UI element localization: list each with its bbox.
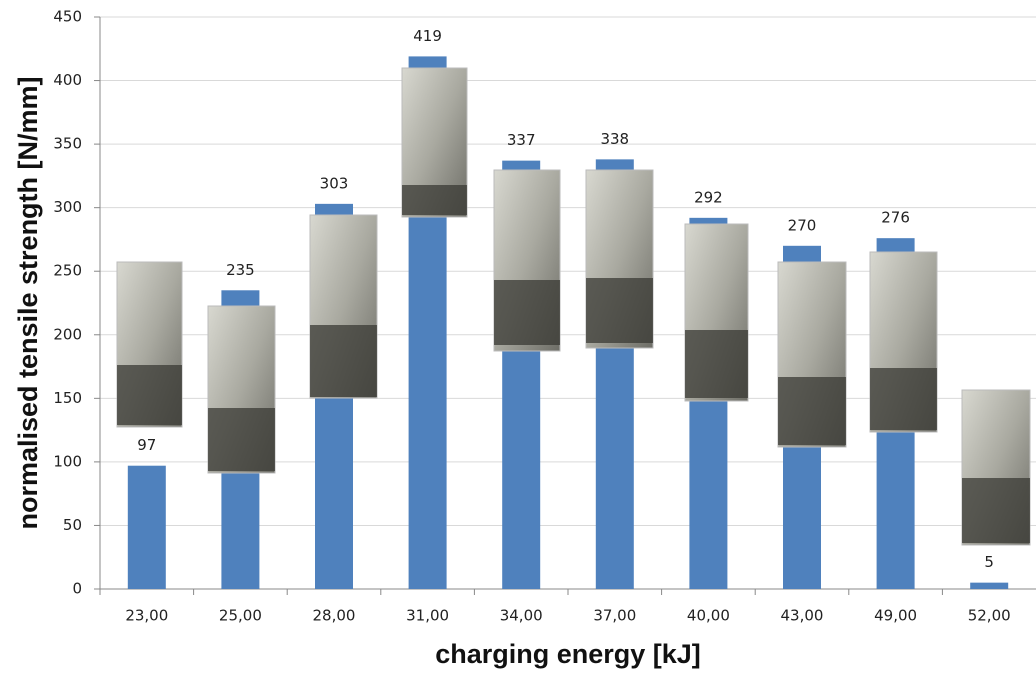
photo (962, 478, 1030, 543)
x-tick-label: 37,00 (593, 607, 636, 625)
y-tick-label: 100 (53, 452, 82, 470)
y-tick-label: 350 (53, 135, 82, 153)
photo (208, 408, 275, 471)
data-label: 97 (137, 436, 156, 454)
x-tick-label: 52,00 (968, 607, 1011, 625)
data-label: 5 (984, 553, 994, 571)
photo (402, 185, 467, 215)
data-label: 419 (413, 27, 442, 45)
photo (494, 280, 560, 345)
y-tick-label: 450 (53, 8, 82, 26)
photo (586, 278, 653, 343)
y-axis-title: normalised tensile strength [N/mm] (13, 76, 43, 529)
x-tick-label: 34,00 (500, 607, 543, 625)
bar (970, 583, 1008, 589)
x-tick-label: 43,00 (781, 607, 824, 625)
x-tick-label: 25,00 (219, 607, 262, 625)
photo (870, 368, 937, 430)
y-tick-label: 150 (53, 389, 82, 407)
y-tick-label: 0 (72, 580, 82, 598)
data-label: 338 (600, 130, 629, 148)
photo (117, 365, 182, 425)
data-label: 292 (694, 188, 723, 206)
data-label: 270 (788, 216, 817, 234)
photo (778, 377, 846, 445)
y-tick-label: 250 (53, 262, 82, 280)
y-tick-label: 300 (53, 198, 82, 216)
bar (128, 466, 166, 589)
y-tick-label: 200 (53, 325, 82, 343)
chart: 0 50 100 150 200 250 300 350 400 450 23,00 97 25,00 2… (0, 0, 1036, 673)
x-tick-label: 31,00 (406, 607, 449, 625)
photo (685, 330, 748, 398)
data-label: 337 (507, 131, 536, 149)
x-tick-label: 23,00 (125, 607, 168, 625)
x-tick-label: 40,00 (687, 607, 730, 625)
data-label: 303 (320, 174, 349, 192)
x-axis-title: charging energy [kJ] (435, 639, 701, 669)
data-label: 276 (881, 209, 910, 227)
photo (310, 325, 377, 397)
y-tick-label: 400 (53, 71, 82, 89)
y-tick-label: 50 (63, 516, 82, 534)
x-tick-label: 49,00 (874, 607, 917, 625)
data-label: 235 (226, 261, 255, 279)
x-tick-label: 28,00 (313, 607, 356, 625)
